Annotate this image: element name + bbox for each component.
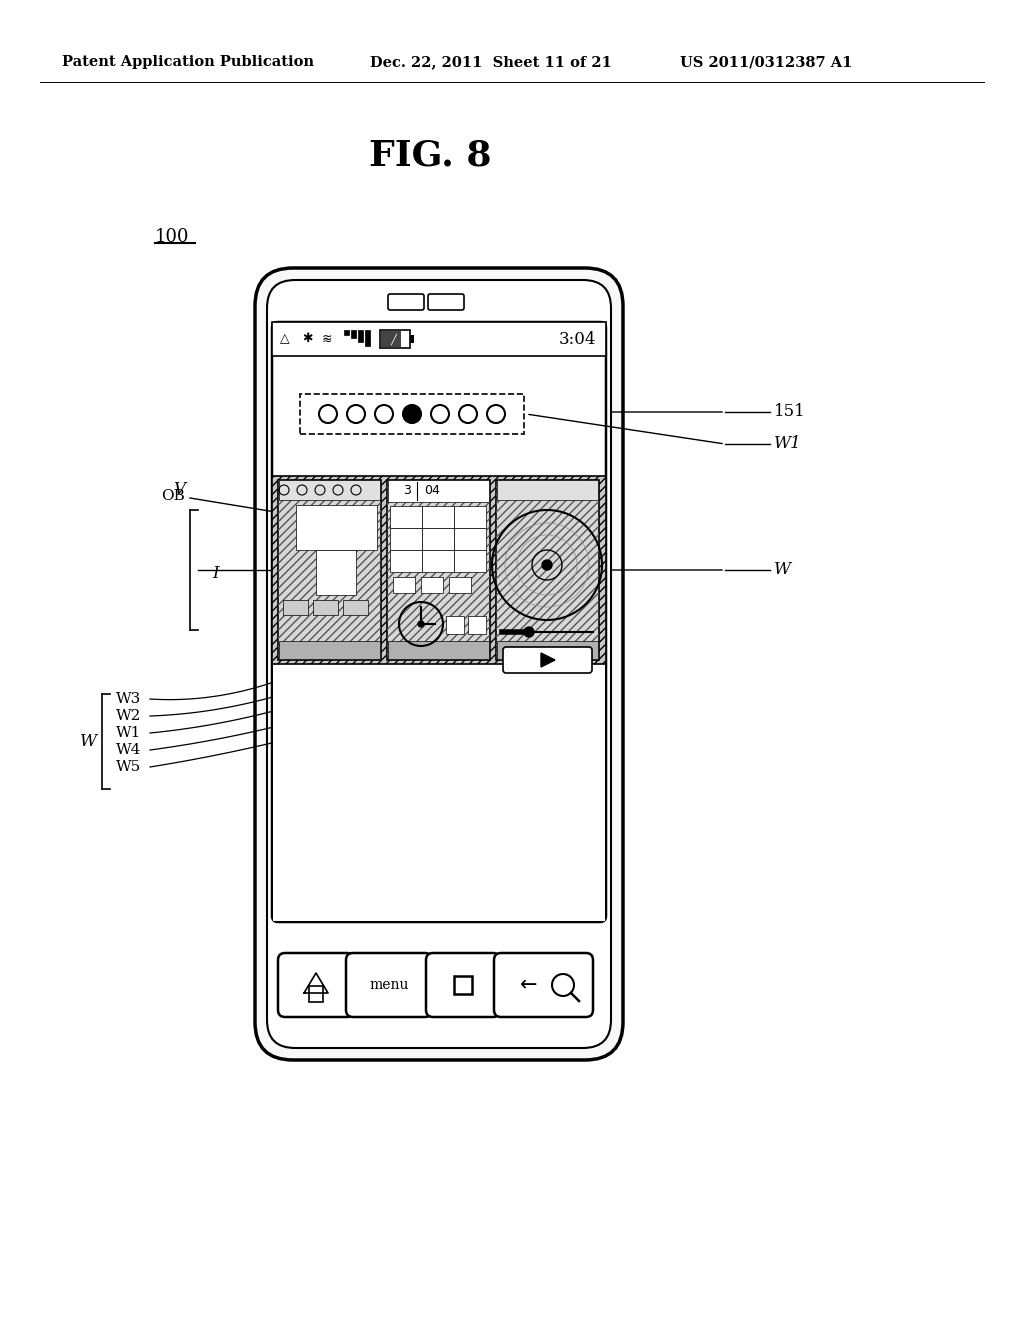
- Bar: [365, 330, 370, 346]
- Bar: [390, 550, 422, 572]
- Text: ←: ←: [520, 975, 538, 995]
- FancyBboxPatch shape: [255, 268, 623, 1060]
- Bar: [387, 480, 490, 660]
- FancyBboxPatch shape: [494, 953, 593, 1016]
- Bar: [393, 577, 415, 593]
- Text: menu: menu: [370, 978, 409, 993]
- Text: 100: 100: [155, 228, 189, 246]
- Bar: [283, 601, 308, 615]
- FancyBboxPatch shape: [267, 280, 611, 1048]
- Polygon shape: [541, 653, 555, 667]
- Text: W: W: [80, 733, 97, 750]
- Bar: [454, 506, 486, 528]
- Bar: [454, 550, 486, 572]
- Bar: [296, 506, 377, 550]
- Bar: [496, 480, 599, 660]
- Bar: [272, 477, 606, 664]
- Circle shape: [542, 560, 552, 570]
- Text: V: V: [173, 482, 185, 499]
- Circle shape: [375, 405, 393, 422]
- Bar: [410, 335, 414, 343]
- Bar: [279, 480, 380, 500]
- FancyBboxPatch shape: [388, 294, 424, 310]
- Bar: [387, 480, 490, 660]
- Text: FIG. 8: FIG. 8: [369, 139, 492, 172]
- Text: W1: W1: [774, 436, 802, 453]
- Bar: [272, 322, 606, 356]
- Bar: [468, 616, 486, 634]
- Bar: [388, 480, 489, 502]
- Bar: [454, 528, 486, 550]
- Circle shape: [431, 405, 449, 422]
- Bar: [381, 331, 401, 347]
- Text: 3:04: 3:04: [558, 330, 596, 347]
- Text: I: I: [212, 565, 219, 582]
- Text: W4: W4: [116, 743, 141, 756]
- Bar: [344, 330, 349, 335]
- Bar: [380, 330, 410, 348]
- Text: W2: W2: [116, 709, 141, 723]
- Bar: [496, 480, 599, 660]
- Text: Dec. 22, 2011  Sheet 11 of 21: Dec. 22, 2011 Sheet 11 of 21: [370, 55, 612, 69]
- Bar: [273, 665, 605, 921]
- Circle shape: [418, 620, 424, 627]
- Bar: [316, 550, 356, 595]
- Text: ✱: ✱: [302, 333, 312, 346]
- Text: ╱: ╱: [390, 333, 396, 345]
- Text: W: W: [774, 561, 792, 578]
- Bar: [422, 528, 454, 550]
- Circle shape: [459, 405, 477, 422]
- Bar: [454, 975, 472, 994]
- Bar: [313, 601, 338, 615]
- Bar: [343, 601, 368, 615]
- FancyBboxPatch shape: [346, 953, 432, 1016]
- Bar: [497, 480, 598, 500]
- Bar: [272, 477, 606, 664]
- Text: W3: W3: [116, 692, 141, 706]
- Circle shape: [487, 405, 505, 422]
- Bar: [390, 528, 422, 550]
- Bar: [449, 577, 471, 593]
- Bar: [300, 393, 524, 434]
- Text: 04: 04: [424, 484, 440, 498]
- Bar: [309, 986, 323, 1002]
- Text: OB: OB: [161, 488, 185, 503]
- FancyBboxPatch shape: [272, 322, 606, 921]
- Bar: [388, 642, 489, 659]
- Text: Patent Application Publication: Patent Application Publication: [62, 55, 314, 69]
- Bar: [390, 506, 422, 528]
- Bar: [278, 480, 381, 660]
- FancyBboxPatch shape: [278, 953, 354, 1016]
- Bar: [446, 616, 464, 634]
- Bar: [422, 506, 454, 528]
- Text: 151: 151: [774, 404, 806, 421]
- Bar: [358, 330, 362, 342]
- Circle shape: [524, 627, 534, 638]
- Circle shape: [403, 405, 421, 422]
- Text: 3: 3: [403, 484, 411, 498]
- Bar: [351, 330, 356, 338]
- Bar: [278, 480, 381, 660]
- Text: ≋: ≋: [322, 333, 333, 346]
- Bar: [421, 577, 443, 593]
- Bar: [279, 642, 380, 659]
- FancyBboxPatch shape: [503, 647, 592, 673]
- Circle shape: [319, 405, 337, 422]
- Text: US 2011/0312387 A1: US 2011/0312387 A1: [680, 55, 852, 69]
- FancyBboxPatch shape: [426, 953, 500, 1016]
- Circle shape: [347, 405, 365, 422]
- Bar: [422, 550, 454, 572]
- Bar: [497, 642, 598, 659]
- Text: W5: W5: [116, 760, 141, 774]
- FancyBboxPatch shape: [428, 294, 464, 310]
- Text: △: △: [280, 333, 290, 346]
- Text: W1: W1: [116, 726, 141, 741]
